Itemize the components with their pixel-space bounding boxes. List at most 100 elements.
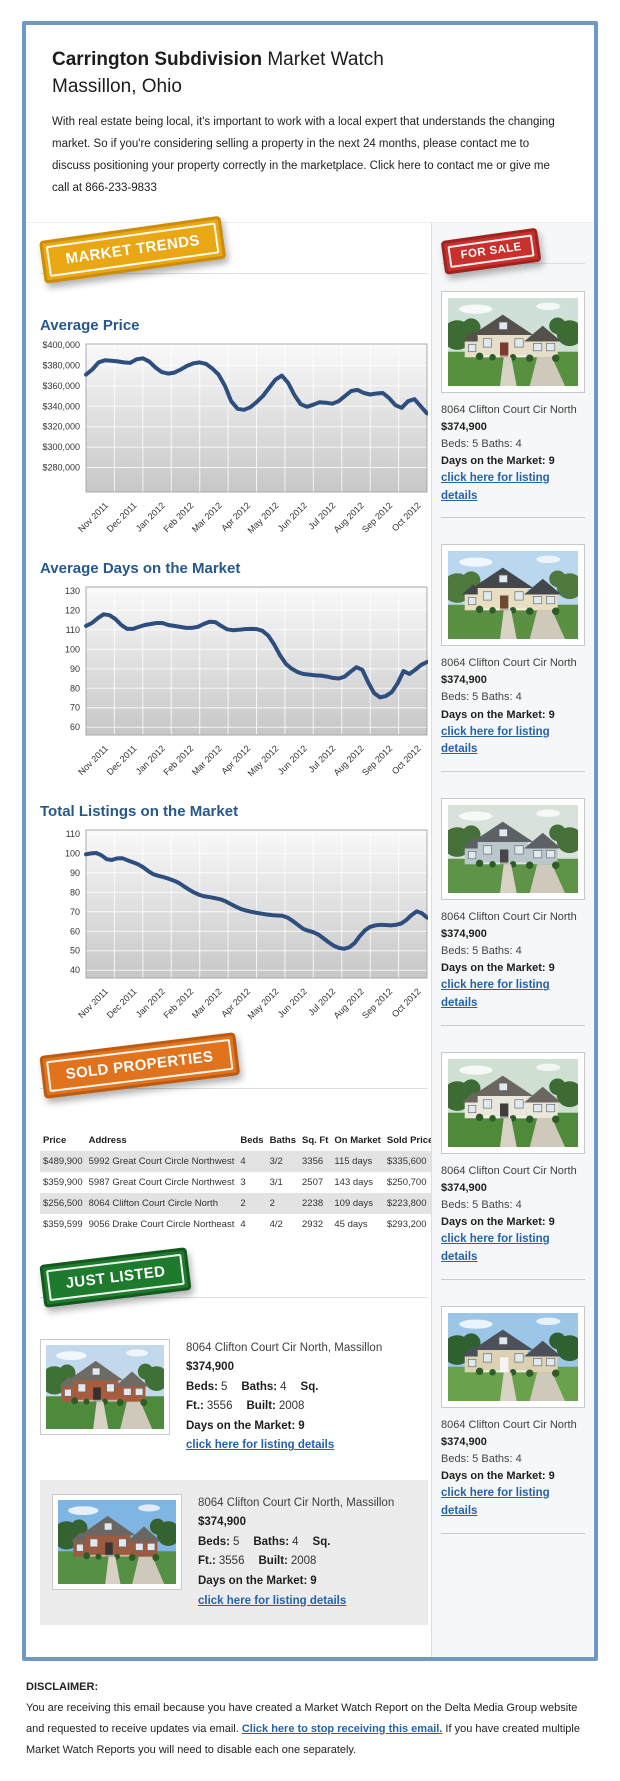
house-photo: [58, 1500, 176, 1584]
cell-beds: 4: [240, 1218, 246, 1230]
svg-text:90: 90: [70, 867, 80, 877]
market-trends-badge-label: MARKET TRENDS: [45, 222, 220, 277]
cell-sold-price: $223,800: [386, 1197, 427, 1209]
svg-text:May 2012: May 2012: [246, 500, 281, 535]
svg-text:60: 60: [70, 722, 80, 732]
listing-days-on-market: Days on the Market: 9: [441, 1469, 555, 1482]
svg-text:Dec 2011: Dec 2011: [105, 743, 139, 777]
listing-photo-frame: [441, 798, 585, 901]
cell-baths: 2: [269, 1197, 275, 1209]
house-photo: [448, 551, 578, 639]
listing-address: 8064 Clifton Court Cir North: [441, 403, 577, 416]
svg-text:Feb 2012: Feb 2012: [161, 500, 195, 534]
cell-on-market: 109 days: [334, 1197, 373, 1209]
svg-text:Jun 2012: Jun 2012: [276, 986, 309, 1019]
svg-text:Dec 2011: Dec 2011: [105, 986, 139, 1020]
listing-beds-baths: Beds: 5 Baths: 4: [441, 945, 522, 958]
just-listed-badge: JUST LISTED: [39, 1246, 192, 1308]
house-photo: [448, 805, 578, 893]
listing-photo-frame: [441, 290, 585, 393]
card-divider: [441, 1025, 585, 1026]
listing-details-link[interactable]: click here for listing details: [186, 1439, 335, 1452]
house-photo: [448, 1059, 578, 1147]
col-header-price: Price: [43, 1134, 67, 1146]
listing-details-link[interactable]: click here for listing details: [441, 725, 550, 756]
listing-details-link[interactable]: click here for listing details: [441, 979, 550, 1010]
just-listed-item: 8064 Clifton Court Cir North, Massillon …: [40, 1338, 428, 1456]
baths-value: 4: [280, 1380, 287, 1393]
unsubscribe-link[interactable]: Click here to stop receiving this email.: [241, 1722, 443, 1735]
beds-value: 5: [220, 1380, 228, 1393]
cell-address: 8064 Clifton Court Circle North: [88, 1197, 218, 1209]
cell-baths: 4/2: [269, 1218, 283, 1230]
cell-sqft: 3356: [302, 1155, 324, 1167]
report-type: Market Watch: [262, 49, 384, 70]
svg-text:$320,000: $320,000: [42, 421, 80, 431]
for-sale-listing-card: 8064 Clifton Court Cir North $374,900 Be…: [441, 290, 585, 519]
col-header-address: Address: [88, 1134, 127, 1146]
svg-text:100: 100: [65, 644, 80, 654]
main-column: MARKET TRENDS Average Price $400,000 $380…: [26, 215, 437, 1658]
built-value: 2008: [290, 1555, 317, 1568]
cell-sold-price: $250,700: [386, 1176, 427, 1188]
svg-text:$380,000: $380,000: [42, 360, 80, 370]
email-container: Carrington Subdivision Market Watch Mass…: [22, 21, 598, 1662]
title-line-2: Massillon, Ohio: [52, 75, 182, 97]
built-label: Built:: [246, 1400, 276, 1413]
listing-price: $374,900: [441, 1182, 487, 1195]
svg-text:Oct 2012: Oct 2012: [390, 500, 423, 533]
svg-text:130: 130: [65, 585, 80, 595]
for-sale-listing-card: 8064 Clifton Court Cir North $374,900 Be…: [441, 798, 585, 1026]
listing-specs: Beds: 5 Baths: 4 Sq. Ft.: 3556 Built: 2008: [186, 1378, 428, 1417]
cell-price: $256,500: [43, 1197, 83, 1209]
svg-text:Oct 2012: Oct 2012: [390, 743, 423, 776]
svg-text:80: 80: [70, 887, 80, 897]
listing-details-link[interactable]: click here for listing details: [441, 1233, 550, 1263]
listing-address: 8064 Clifton Court Cir North, Massillon: [186, 1341, 383, 1354]
card-divider: [441, 771, 585, 773]
svg-text:$400,000: $400,000: [42, 340, 80, 350]
listing-details-link[interactable]: click here for listing details: [198, 1594, 347, 1607]
svg-text:50: 50: [70, 945, 80, 955]
disclaimer: DISCLAIMER: You are receiving this email…: [0, 1661, 620, 1781]
for-sale-listing-card: 8064 Clifton Court Cir North $374,900 Be…: [441, 1052, 585, 1280]
listing-photo-frame: [441, 1052, 585, 1154]
svg-text:Jun 2012: Jun 2012: [276, 743, 309, 776]
header: Carrington Subdivision Market Watch Mass…: [26, 25, 594, 222]
listing-price: $374,900: [441, 674, 487, 687]
just-listed-badge-row: JUST LISTED: [39, 1246, 428, 1325]
col-header-sold-price: Sold Price: [386, 1134, 434, 1146]
listing-photo-frame: [52, 1493, 182, 1590]
listing-price: $374,900: [441, 420, 487, 433]
svg-text:May 2012: May 2012: [246, 743, 281, 778]
listing-days-on-market: Days on the Market: 9: [186, 1417, 428, 1437]
for-sale-badge-row: FOR SALE: [440, 227, 585, 283]
cell-beds: 3: [240, 1176, 246, 1188]
svg-text:$300,000: $300,000: [42, 442, 80, 452]
section-divider-line: [40, 272, 428, 274]
listing-address: 8064 Clifton Court Cir North: [441, 1418, 577, 1431]
dom-value: 9: [298, 1419, 305, 1432]
sold-table-row: $489,900 5992 Great Court Circle Northwe…: [40, 1150, 437, 1172]
listing-days-on-market: Days on the Market: 9: [441, 1216, 555, 1229]
dom-label: Days on the Market:: [198, 1575, 308, 1588]
sold-table-row: $359,599 9056 Drake Court Circle Northea…: [40, 1214, 436, 1235]
svg-text:Mar 2012: Mar 2012: [190, 500, 224, 534]
baths-label: Baths:: [241, 1380, 278, 1393]
svg-text:Mar 2012: Mar 2012: [190, 986, 224, 1020]
for-sale-sidebar: FOR SALE 8064 Clifton Court Cir North $3…: [431, 222, 593, 1658]
cell-sqft: 2507: [302, 1176, 324, 1188]
baths-value: 4: [292, 1535, 299, 1548]
cell-on-market: 45 days: [334, 1218, 368, 1230]
sold-table-body: $489,900 5992 Great Court Circle Northwe…: [40, 1150, 437, 1235]
chart-title-average-days: Average Days on the Market: [40, 559, 241, 577]
svg-text:Nov 2011: Nov 2011: [76, 986, 110, 1020]
sold-table-row: $359,900 5987 Great Court Circle Northwe…: [40, 1172, 436, 1193]
disclaimer-heading: DISCLAIMER:: [26, 1681, 99, 1694]
svg-text:Feb 2012: Feb 2012: [161, 743, 195, 777]
listing-details: 8064 Clifton Court Cir North, Massillon …: [186, 1339, 428, 1456]
listing-details-link[interactable]: click here for listing details: [441, 471, 550, 502]
svg-text:120: 120: [65, 605, 80, 615]
listing-details-link[interactable]: click here for listing details: [441, 1487, 550, 1517]
